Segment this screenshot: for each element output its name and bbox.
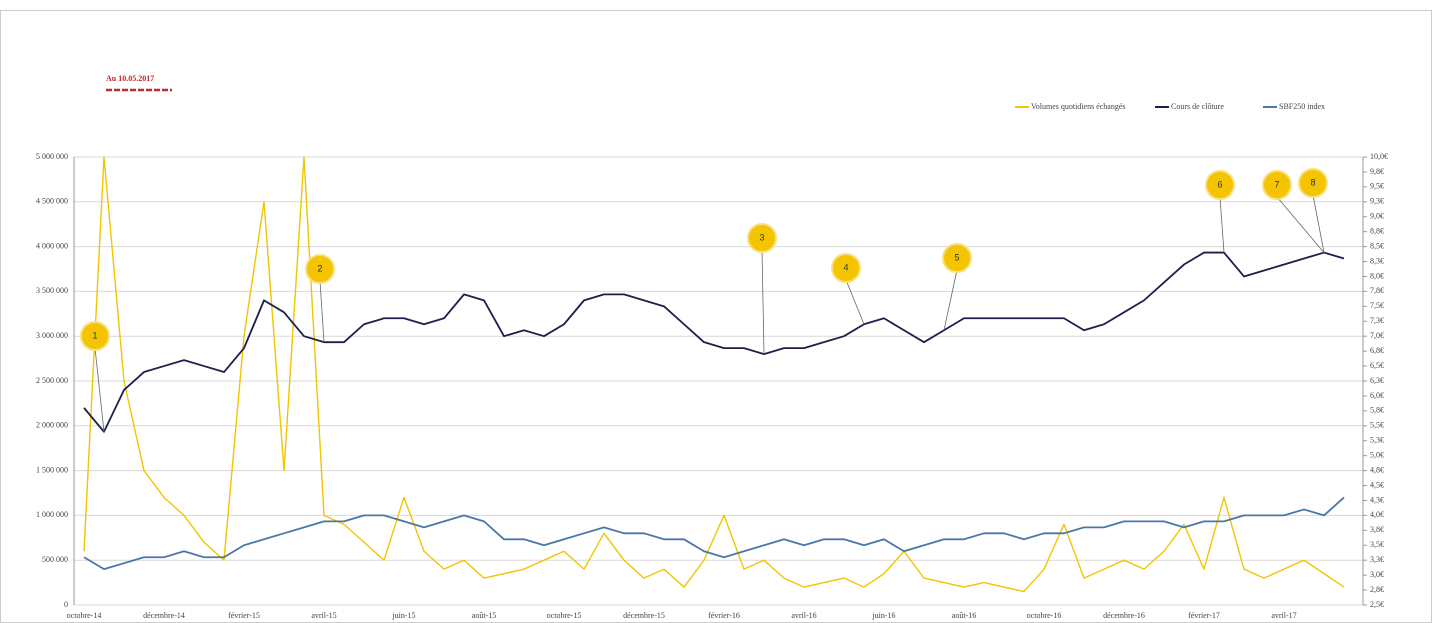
y2-tick-label: 8,3€ (1370, 256, 1384, 265)
y2-tick-label: 4,8€ (1370, 465, 1384, 474)
y2-tick-label: 8,5€ (1370, 241, 1384, 250)
x-tick-label: avril-15 (311, 611, 336, 620)
y2-tick-label: 9,5€ (1370, 182, 1384, 191)
x-tick-label: octobre-15 (547, 611, 582, 620)
y2-tick-label: 9,0€ (1370, 212, 1384, 221)
annotation-leader (761, 249, 765, 355)
annotation-marker (831, 253, 861, 283)
y2-tick-label: 6,8€ (1370, 346, 1384, 355)
y-tick-label: 5 000 000 (36, 152, 68, 161)
annotation-marker (942, 243, 972, 273)
y-tick-label: 4 500 000 (36, 197, 68, 206)
annotation-leader (1312, 194, 1325, 253)
x-tick-label: avril-16 (791, 611, 816, 620)
annotation-leader (1276, 196, 1325, 253)
y2-tick-label: 3,3€ (1370, 555, 1384, 564)
chart-title: Au 10.05.2017 (106, 74, 154, 83)
annotation-marker (1205, 170, 1235, 200)
y2-tick-label: 8,0€ (1370, 271, 1384, 280)
x-tick-label: février-16 (708, 611, 740, 620)
legend-label: Cours de clôture (1171, 102, 1224, 111)
annotation-label: 7 (1274, 179, 1279, 189)
annotation-marker (305, 254, 335, 284)
annotation-leader (1219, 196, 1225, 253)
series-line (83, 156, 1345, 593)
y2-tick-label: 7,5€ (1370, 301, 1384, 310)
annotation-label: 5 (954, 252, 959, 262)
y2-tick-label: 5,5€ (1370, 421, 1384, 430)
y2-tick-label: 4,3€ (1370, 495, 1384, 504)
y2-tick-label: 3,5€ (1370, 540, 1384, 549)
y-tick-label: 2 000 000 (36, 421, 68, 430)
y2-tick-label: 7,8€ (1370, 286, 1384, 295)
annotation-leader (319, 280, 325, 343)
annotation-label: 4 (843, 262, 848, 272)
y2-tick-label: 7,0€ (1370, 331, 1384, 340)
annotation-label: 1 (92, 330, 97, 340)
annotation-leader (943, 269, 958, 331)
x-tick-label: juin-16 (871, 611, 895, 620)
series-line (83, 251, 1345, 433)
y2-tick-label: 2,8€ (1370, 585, 1384, 594)
y2-tick-label: 6,0€ (1370, 391, 1384, 400)
x-tick-label: août-15 (472, 611, 496, 620)
x-tick-label: avril-17 (1271, 611, 1296, 620)
y2-tick-label: 3,0€ (1370, 570, 1384, 579)
y2-tick-label: 4,0€ (1370, 510, 1384, 519)
x-tick-label: décembre-14 (143, 611, 185, 620)
y-tick-label: 0 (64, 600, 68, 609)
y2-tick-label: 10,0€ (1370, 152, 1388, 161)
y-tick-label: 1 500 000 (36, 465, 68, 474)
y2-tick-label: 7,3€ (1370, 316, 1384, 325)
annotation-leader (94, 347, 105, 432)
y2-tick-label: 6,3€ (1370, 376, 1384, 385)
x-tick-label: décembre-16 (1103, 611, 1145, 620)
y2-tick-label: 9,3€ (1370, 197, 1384, 206)
y2-tick-label: 6,5€ (1370, 361, 1384, 370)
x-tick-label: octobre-16 (1027, 611, 1062, 620)
annotation-marker (1262, 170, 1292, 200)
y-tick-label: 500 000 (42, 555, 68, 564)
annotation-label: 3 (759, 232, 764, 242)
x-tick-label: février-17 (1188, 611, 1220, 620)
y-tick-label: 3 000 000 (36, 331, 68, 340)
annotation-label: 2 (317, 263, 322, 273)
annotation-marker (80, 321, 110, 351)
x-tick-label: décembre-15 (623, 611, 665, 620)
y-tick-label: 4 000 000 (36, 241, 68, 250)
x-tick-label: juin-15 (391, 611, 415, 620)
y2-tick-label: 5,3€ (1370, 436, 1384, 445)
y2-tick-label: 8,8€ (1370, 226, 1384, 235)
annotation-label: 6 (1217, 179, 1222, 189)
y2-tick-label: 9,8€ (1370, 167, 1384, 176)
x-tick-label: février-15 (228, 611, 260, 620)
y-tick-label: 3 500 000 (36, 286, 68, 295)
y2-tick-label: 5,8€ (1370, 406, 1384, 415)
y2-tick-label: 5,0€ (1370, 450, 1384, 459)
y2-tick-label: 2,5€ (1370, 600, 1384, 609)
legend-label: SBF250 index (1279, 102, 1325, 111)
y2-tick-label: 3,8€ (1370, 525, 1384, 534)
annotation-marker (747, 223, 777, 253)
annotation-marker (1298, 168, 1328, 198)
y-tick-label: 2 500 000 (36, 376, 68, 385)
legend-label: Volumes quotidiens échangés (1031, 102, 1126, 111)
series-line (83, 496, 1345, 571)
x-tick-label: août-16 (952, 611, 976, 620)
y-tick-label: 1 000 000 (36, 510, 68, 519)
annotation-label: 8 (1310, 177, 1315, 187)
x-tick-label: octobre-14 (67, 611, 102, 620)
annotation-leader (845, 279, 865, 325)
y2-tick-label: 4,5€ (1370, 480, 1384, 489)
